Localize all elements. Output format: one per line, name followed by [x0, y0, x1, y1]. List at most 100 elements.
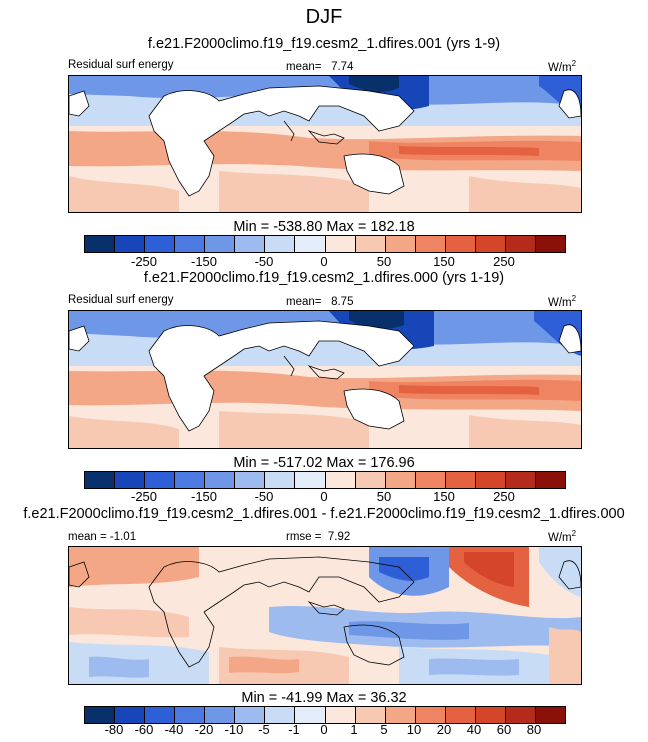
panel3-tick: -40	[164, 722, 184, 737]
panel2-tick: -250	[130, 489, 158, 504]
colorbar-swatch	[385, 472, 416, 488]
panel2-units: W/m2	[548, 294, 577, 309]
colorbar-swatch	[235, 472, 266, 488]
panel1-tick: -250	[130, 254, 158, 269]
colorbar-swatch	[535, 236, 565, 252]
panel3-tick: -80	[104, 722, 124, 737]
panel1-tick: 0	[320, 254, 328, 269]
colorbar-swatch	[475, 236, 506, 252]
panel3-tick: 20	[436, 722, 452, 737]
colorbar-swatch	[85, 472, 116, 488]
panel2-mean-label: mean= 8.75	[286, 296, 354, 308]
colorbar-swatch	[505, 707, 536, 723]
panel2-tick: 50	[376, 489, 392, 504]
panel1-tick: 150	[433, 254, 455, 269]
panel3-tick: -60	[134, 722, 154, 737]
panel3-map	[68, 546, 582, 685]
colorbar-swatch	[205, 707, 236, 723]
colorbar-swatch	[445, 472, 476, 488]
panel3-colorbar	[84, 706, 566, 724]
panel1-case-title: f.e21.F2000climo.f19_f19.cesm2_1.dfires.…	[147, 36, 501, 52]
panel1-mean-value: 7.74	[331, 61, 354, 73]
colorbar-swatch	[355, 472, 386, 488]
colorbar-swatch	[115, 707, 146, 723]
panel1-map	[68, 75, 582, 213]
colorbar-swatch	[415, 236, 446, 252]
colorbar-swatch	[265, 472, 296, 488]
colorbar-swatch	[295, 472, 326, 488]
panel1-variable-label: Residual surf energy	[68, 59, 174, 71]
panel2-tick: -150	[190, 489, 218, 504]
colorbar-swatch	[475, 707, 506, 723]
panel3-tick: 1	[350, 722, 358, 737]
colorbar-swatch	[175, 236, 206, 252]
colorbar-swatch	[355, 707, 386, 723]
colorbar-swatch	[115, 236, 146, 252]
panel1-colorbar	[84, 235, 566, 253]
panel3-minmax: Min = -41.99 Max = 36.32	[241, 690, 407, 706]
colorbar-swatch	[295, 707, 326, 723]
colorbar-swatch	[235, 707, 266, 723]
colorbar-swatch	[355, 236, 386, 252]
panel1-tick: 250	[493, 254, 515, 269]
colorbar-swatch	[265, 236, 296, 252]
colorbar-swatch	[115, 472, 146, 488]
colorbar-swatch	[175, 707, 206, 723]
colorbar-swatch	[145, 472, 176, 488]
colorbar-swatch	[145, 236, 176, 252]
panel1-units: W/m2	[548, 59, 577, 74]
panel3-mean-label: mean = -1.01	[68, 531, 137, 543]
colorbar-swatch	[325, 472, 356, 488]
colorbar-swatch	[85, 707, 116, 723]
panel3-tick: 60	[496, 722, 512, 737]
panel3-tick: 80	[526, 722, 542, 737]
figure-title: DJF	[305, 6, 343, 28]
panel2-colorbar	[84, 471, 566, 489]
colorbar-swatch	[295, 236, 326, 252]
panel3-rmse-label: rmse = 7.92	[286, 531, 351, 543]
colorbar-swatch	[475, 472, 506, 488]
colorbar-swatch	[415, 472, 446, 488]
panel3-tick: 0	[320, 722, 328, 737]
colorbar-swatch	[505, 472, 536, 488]
colorbar-swatch	[175, 472, 206, 488]
panel1-mean-label: mean= 7.74	[286, 61, 354, 73]
panel1-tick: 50	[376, 254, 392, 269]
panel2-tick: 150	[433, 489, 455, 504]
panel3-units: W/m2	[548, 529, 577, 544]
colorbar-swatch	[265, 707, 296, 723]
colorbar-swatch	[205, 236, 236, 252]
colorbar-swatch	[205, 472, 236, 488]
colorbar-swatch	[235, 236, 266, 252]
panel2-map	[68, 310, 582, 449]
colorbar-swatch	[415, 707, 446, 723]
panel2-minmax: Min = -517.02 Max = 176.96	[233, 455, 415, 471]
panel3-rmse-value: 7.92	[327, 531, 351, 543]
panel3-tick: -20	[194, 722, 214, 737]
panel2-mean-value: 8.75	[331, 296, 354, 308]
colorbar-swatch	[535, 707, 565, 723]
colorbar-swatch	[325, 236, 356, 252]
colorbar-swatch	[385, 236, 416, 252]
panel3-case-title: f.e21.F2000climo.f19_f19.cesm2_1.dfires.…	[23, 506, 625, 522]
colorbar-swatch	[85, 236, 116, 252]
panel2-tick: -50	[254, 489, 274, 504]
panel2-variable-label: Residual surf energy	[68, 294, 174, 306]
panel3-tick: -10	[224, 722, 244, 737]
colorbar-swatch	[445, 236, 476, 252]
colorbar-swatch	[535, 472, 565, 488]
panel3-mean-value: -1.01	[109, 531, 137, 543]
panel3-tick: -5	[258, 722, 270, 737]
panel3-tick: -1	[288, 722, 300, 737]
panel1-tick: -50	[254, 254, 274, 269]
panel3-tick: 5	[380, 722, 388, 737]
colorbar-swatch	[505, 236, 536, 252]
colorbar-swatch	[385, 707, 416, 723]
colorbar-swatch	[325, 707, 356, 723]
panel2-case-title: f.e21.F2000climo.f19_f19.cesm2_1.dfires.…	[143, 270, 505, 286]
panel1-tick: -150	[190, 254, 218, 269]
panel3-tick: 40	[466, 722, 482, 737]
panel2-tick: 250	[493, 489, 515, 504]
panel1-minmax: Min = -538.80 Max = 182.18	[233, 219, 415, 235]
colorbar-swatch	[445, 707, 476, 723]
